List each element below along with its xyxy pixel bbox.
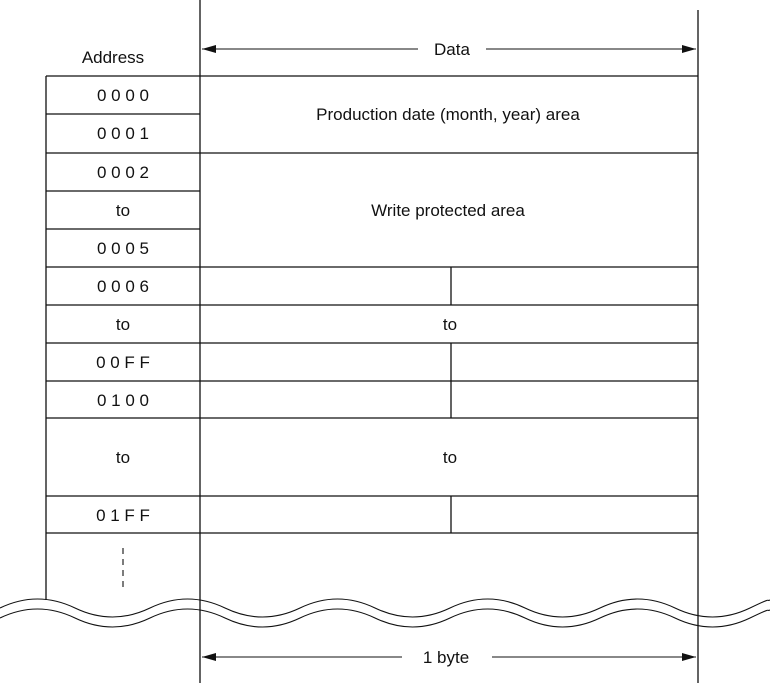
production-date-area: Production date (month, year) area <box>316 105 580 124</box>
address-0001: 0 0 0 1 <box>97 124 149 143</box>
data-header: Data <box>434 40 470 59</box>
address-to-2: to <box>116 315 130 334</box>
row-dividers <box>46 75 698 534</box>
break-wave <box>0 598 770 628</box>
write-protected-area: Write protected area <box>371 201 525 220</box>
byte-label: 1 byte <box>423 648 469 667</box>
data-width-arrow <box>202 45 696 53</box>
address-to-1: to <box>116 201 130 220</box>
data-to-1: to <box>443 315 457 334</box>
address-01FF: 0 1 F F <box>96 506 150 525</box>
address-to-3: to <box>116 448 130 467</box>
address-00FF: 0 0 F F <box>96 353 150 372</box>
address-0006: 0 0 0 6 <box>97 277 149 296</box>
address-0000: 0 0 0 0 <box>97 86 149 105</box>
address-0002: 0 0 0 2 <box>97 163 149 182</box>
address-header: Address <box>82 48 144 67</box>
data-to-2: to <box>443 448 457 467</box>
address-0005: 0 0 0 5 <box>97 239 149 258</box>
address-0100: 0 1 0 0 <box>97 391 149 410</box>
byte-width-arrow <box>202 653 696 661</box>
